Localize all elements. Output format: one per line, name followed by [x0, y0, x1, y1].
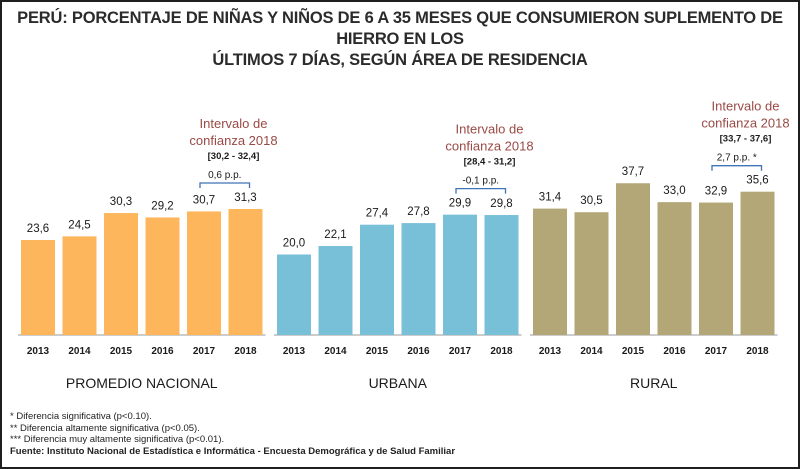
footnotes: * Diferencia significativa (p<0.10). ** …: [10, 411, 455, 457]
promedio-nacional-ci-range: [30,2 - 32,4]: [208, 151, 260, 162]
promedio-nacional-value-label-2014: 24,5: [68, 219, 90, 231]
bar-chart: 23,6 2013 24,5 2014 30,3 2015 29,2 2016 30,7 2017…: [18, 99, 790, 391]
rural-year-label-2013: 2013: [539, 346, 562, 357]
urbana-change-bracket: [455, 187, 507, 194]
promedio-nacional-year-label-2018: 2018: [234, 346, 257, 357]
footnote-very-highly-significant: *** Diferencia muy altamente significati…: [10, 434, 225, 445]
promedio-nacional-value-label-2015: 30,3: [110, 196, 132, 208]
source-note: Fuente: Instituto Nacional de Estadístic…: [10, 445, 456, 457]
urbana-value-label-2014: 22,1: [324, 229, 346, 241]
urbana-bar-2016: [401, 223, 436, 335]
rural-value-label-2018: 35,6: [746, 175, 768, 187]
chart-title-line-2: ÚLTIMOS 7 DÍAS, SEGÚN ÁREA DE RESIDENCIA: [212, 51, 588, 69]
urbana-bar-2013: [277, 254, 311, 335]
promedio-nacional-value-label-2016: 29,2: [151, 200, 173, 212]
footnote-significant: * Diferencia significativa (p<0.10).: [10, 411, 152, 422]
urbana-group-label: URBANA: [369, 375, 428, 391]
urbana-year-label-2015: 2015: [366, 346, 389, 357]
rural-bar-2013: [533, 208, 567, 335]
promedio-nacional-bar-2014: [62, 236, 97, 335]
urbana-year-label-2013: 2013: [283, 346, 306, 357]
urbana-change-label: -0,1 p.p.: [462, 176, 499, 187]
promedio-nacional-year-label-2015: 2015: [110, 346, 133, 357]
rural-year-label-2018: 2018: [746, 346, 769, 357]
footnote-highly-significant: ** Diferencia altamente significativa (p…: [10, 422, 200, 434]
urbana-bar-2018: [484, 215, 519, 335]
urbana-value-label-2013: 20,0: [283, 237, 305, 249]
rural-value-label-2016: 33,0: [663, 185, 685, 197]
promedio-nacional-bar-2013: [21, 239, 55, 335]
promedio-nacional-year-label-2013: 2013: [27, 346, 50, 357]
urbana-year-label-2014: 2014: [324, 346, 347, 357]
rural-year-label-2014: 2014: [580, 346, 603, 357]
rural-group-label: RURAL: [630, 375, 678, 391]
promedio-nacional-year-label-2014: 2014: [68, 346, 91, 357]
rural-bar-2018: [740, 191, 775, 335]
rural-bar-2015: [616, 183, 650, 335]
rural-value-label-2013: 31,4: [539, 192, 562, 204]
rural-value-label-2017: 32,9: [705, 186, 727, 198]
rural-ci-range: [33,7 - 37,6]: [720, 134, 772, 145]
promedio-nacional-group-label: PROMEDIO NACIONAL: [66, 375, 218, 391]
rural-change-bracket: [711, 165, 763, 171]
promedio-nacional-year-label-2016: 2016: [151, 346, 174, 357]
promedio-nacional-change-label: 0,6 p.p.: [208, 170, 241, 181]
urbana-bar-2014: [318, 246, 353, 335]
promedio-nacional-bar-2018: [228, 209, 263, 335]
urbana-ci-range: [28,4 - 31,2]: [464, 157, 516, 168]
urbana-value-label-2016: 27,8: [407, 206, 429, 218]
promedio-nacional-change-bracket: [199, 182, 251, 188]
rural-ci-label-line-1: Intervalo de: [712, 99, 780, 114]
promedio-nacional-bar-2017: [187, 211, 221, 335]
promedio-nacional-value-label-2017: 30,7: [193, 194, 215, 206]
promedio-nacional-value-label-2013: 23,6: [27, 223, 49, 235]
rural-value-label-2014: 30,5: [580, 195, 602, 207]
urbana-ci-label-line-1: Intervalo de: [456, 122, 524, 137]
rural-year-label-2016: 2016: [663, 346, 686, 357]
urbana-value-label-2015: 27,4: [366, 208, 389, 220]
promedio-nacional-ci-label-line-2: confianza 2018: [189, 133, 277, 148]
promedio-nacional-value-label-2018: 31,3: [234, 192, 256, 204]
urbana-year-label-2016: 2016: [407, 346, 430, 357]
rural-ci-label-line-2: confianza 2018: [701, 116, 789, 131]
rural-bar-2017: [699, 202, 733, 335]
urbana-ci-label-line-2: confianza 2018: [445, 139, 533, 154]
promedio-nacional-bar-2016: [145, 217, 180, 335]
urbana-value-label-2017: 29,9: [449, 198, 471, 210]
urbana-value-label-2018: 29,8: [490, 198, 512, 210]
rural-change-label: 2,7 p.p. *: [717, 153, 757, 164]
urbana-bar-2015: [360, 224, 394, 335]
promedio-nacional-year-label-2017: 2017: [193, 346, 216, 357]
urbana-bar-2017: [443, 214, 477, 335]
urbana-year-label-2018: 2018: [490, 346, 513, 357]
chart-title: PERÚ: PORCENTAJE DE NIÑAS Y NIÑOS DE 6 A…: [2, 8, 798, 71]
rural-value-label-2015: 37,7: [622, 166, 644, 178]
rural-year-label-2017: 2017: [705, 346, 728, 357]
rural-year-label-2015: 2015: [622, 346, 645, 357]
chart-title-line-1: PERÚ: PORCENTAJE DE NIÑAS Y NIÑOS DE 6 A…: [17, 9, 783, 48]
urbana-year-label-2017: 2017: [449, 346, 472, 357]
rural-bar-2016: [657, 202, 692, 335]
promedio-nacional-ci-label-line-1: Intervalo de: [200, 116, 268, 131]
rural-bar-2014: [574, 212, 609, 335]
promedio-nacional-bar-2015: [104, 213, 138, 335]
